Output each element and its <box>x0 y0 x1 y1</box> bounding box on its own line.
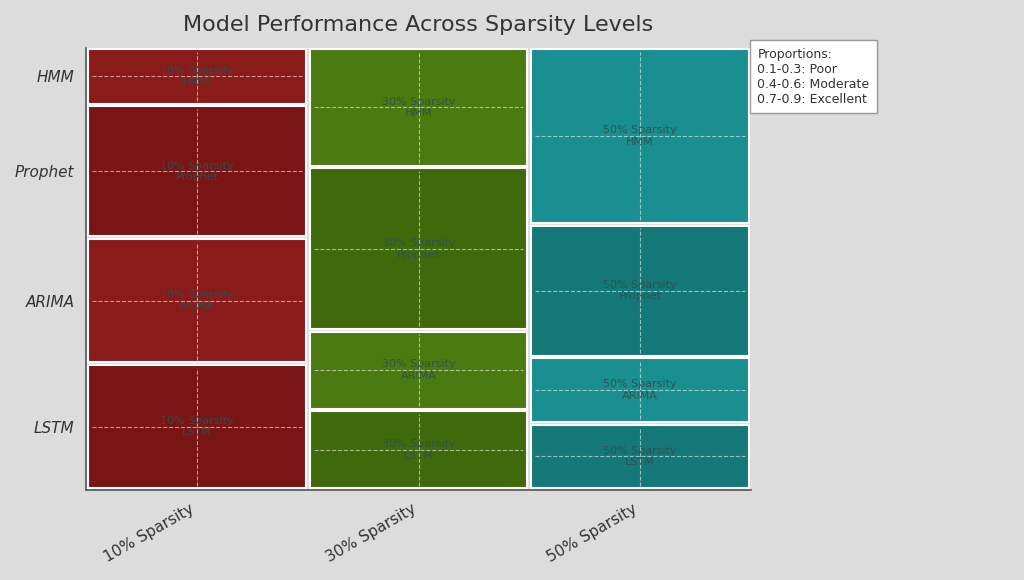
Text: 30% Sparsity
Prophet: 30% Sparsity Prophet <box>382 238 456 259</box>
Text: 50% Sparsity
Prophet: 50% Sparsity Prophet <box>603 280 677 302</box>
Bar <box>88 49 306 104</box>
Text: 30% Sparsity
ARIMA: 30% Sparsity ARIMA <box>382 360 456 381</box>
Bar <box>310 411 527 488</box>
Text: Proportions:
0.1-0.3: Poor
0.4-0.6: Moderate
0.7-0.9: Excellent: Proportions: 0.1-0.3: Poor 0.4-0.6: Mode… <box>758 48 869 106</box>
Text: 50% Sparsity
HMM: 50% Sparsity HMM <box>603 125 677 147</box>
Bar <box>531 49 749 223</box>
Text: 30% Sparsity
HMM: 30% Sparsity HMM <box>382 96 456 118</box>
Text: 10% Sparsity
HMM: 10% Sparsity HMM <box>160 66 233 87</box>
Title: Model Performance Across Sparsity Levels: Model Performance Across Sparsity Levels <box>183 15 653 35</box>
Bar <box>88 107 306 236</box>
Bar <box>310 332 527 409</box>
Bar <box>310 168 527 329</box>
Bar <box>531 425 749 488</box>
Text: 30% Sparsity
LSTM: 30% Sparsity LSTM <box>382 439 456 461</box>
Text: 50% Sparsity
ARIMA: 50% Sparsity ARIMA <box>603 379 677 401</box>
Bar <box>310 49 527 166</box>
Bar <box>88 365 306 488</box>
Text: 50% Sparsity
LSTM: 50% Sparsity LSTM <box>603 445 677 467</box>
Bar <box>531 226 749 356</box>
Text: 10% Sparsity
Prophet: 10% Sparsity Prophet <box>160 161 233 182</box>
Text: 10% Sparsity
ARIMA: 10% Sparsity ARIMA <box>160 290 233 311</box>
Bar <box>531 358 749 422</box>
Bar <box>88 239 306 362</box>
Text: 10% Sparsity
LSTM: 10% Sparsity LSTM <box>160 416 233 437</box>
